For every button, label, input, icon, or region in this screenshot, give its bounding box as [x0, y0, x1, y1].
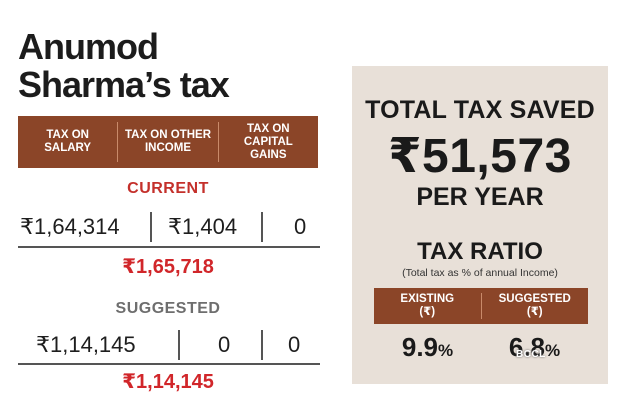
ratio-existing-value: 9.9%	[374, 332, 481, 363]
tax-saved-panel: TOTAL TAX SAVED ₹51,573 PER YEAR TAX RAT…	[352, 66, 608, 384]
suggested-row: ₹1,14,145 0 0	[18, 326, 320, 364]
title-line-1: Anumod	[18, 26, 159, 67]
page-title: Anumod Sharma’s tax	[18, 26, 230, 105]
current-row: ₹1,64,314 ₹1,404 0	[18, 208, 320, 246]
suggested-rule	[18, 363, 320, 365]
column-header-other-income: TAX ON OTHER INCOME	[124, 129, 212, 154]
current-salary-tax: ₹1,64,314	[20, 214, 120, 239]
bccl-watermark: BCCL	[516, 349, 546, 360]
ratio-suggested-value: 6.8%	[481, 332, 588, 363]
title-line-2: Sharma’s tax	[18, 64, 230, 105]
header-divider	[217, 122, 219, 162]
ratio-existing-label: EXISTING	[400, 293, 455, 305]
row-divider	[261, 212, 263, 242]
ratio-header-divider	[480, 293, 482, 319]
total-tax-saved-amount: ₹51,573	[388, 130, 572, 183]
ratio-existing-number: 9.9	[401, 332, 439, 362]
current-total: ₹1,65,718	[122, 256, 214, 278]
tax-ratio-note: (Total tax as % of annual Income)	[402, 267, 558, 279]
ratio-suggested-unit: (₹)	[526, 306, 543, 318]
per-year-label: PER YEAR	[416, 183, 544, 211]
current-other-income-tax: ₹1,404	[168, 214, 238, 239]
ratio-suggested-label: SUGGESTED	[498, 293, 571, 305]
suggested-label: SUGGESTED	[115, 300, 221, 317]
row-divider	[178, 330, 180, 360]
current-rule	[18, 246, 320, 248]
column-header-salary: TAX ON SALARY	[44, 129, 92, 154]
ratio-existing-unit: (₹)	[419, 306, 436, 318]
ratio-suggested-number: 6.8	[508, 332, 546, 362]
tax-ratio-label: TAX RATIO	[417, 238, 543, 265]
current-capital-gains-tax: 0	[294, 214, 307, 239]
ratio-column-existing: EXISTING (₹)	[374, 288, 481, 324]
suggested-capital-gains-tax: 0	[288, 332, 301, 357]
row-divider	[150, 212, 152, 242]
suggested-salary-tax: ₹1,14,145	[36, 332, 136, 357]
suggested-total: ₹1,14,145	[122, 371, 214, 393]
ratio-column-suggested: SUGGESTED (₹)	[482, 288, 589, 324]
total-tax-saved-label: TOTAL TAX SAVED	[365, 96, 595, 124]
column-header-capital-gains: TAX ON CAPITAL GAINS	[243, 122, 293, 161]
tax-ratio-values: 9.9% 6.8%	[374, 332, 588, 363]
header-divider	[117, 122, 119, 162]
tax-table-header: TAX ON SALARY TAX ON OTHER INCOME TAX ON…	[18, 116, 318, 168]
ratio-existing-suffix: %	[438, 341, 454, 360]
row-divider	[261, 330, 263, 360]
suggested-other-income-tax: 0	[218, 332, 231, 357]
tax-ratio-header: EXISTING (₹) SUGGESTED (₹)	[374, 288, 588, 324]
ratio-suggested-suffix: %	[545, 341, 561, 360]
current-label: CURRENT	[127, 180, 209, 197]
